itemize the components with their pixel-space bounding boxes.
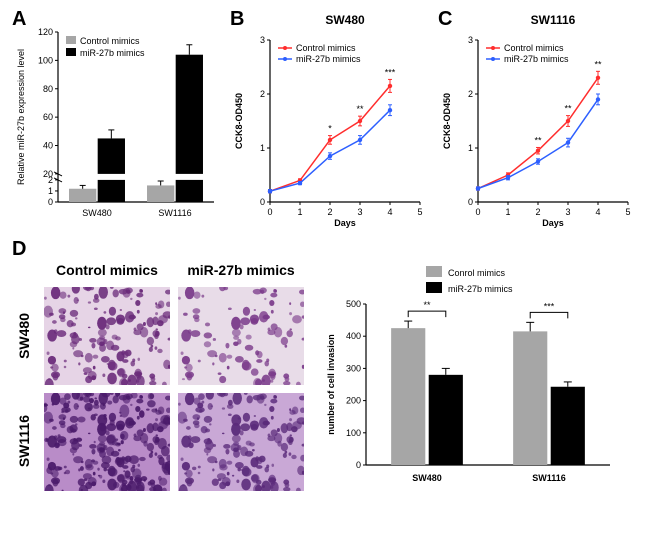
svg-text:SW480: SW480 bbox=[82, 208, 112, 218]
top-row: A 01220406080100120SW480SW1116Control mi… bbox=[10, 10, 640, 230]
svg-text:400: 400 bbox=[346, 331, 361, 341]
panel-d: D Control mimics miR-27b mimics SW480 SW… bbox=[10, 240, 640, 493]
svg-text:Days: Days bbox=[334, 218, 356, 228]
svg-text:2: 2 bbox=[468, 89, 473, 99]
svg-text:0: 0 bbox=[468, 197, 473, 207]
svg-text:3: 3 bbox=[357, 207, 362, 217]
svg-text:Days: Days bbox=[542, 218, 564, 228]
panel-a: A 01220406080100120SW480SW1116Control mi… bbox=[10, 10, 220, 230]
svg-text:100: 100 bbox=[346, 428, 361, 438]
panel-c-chart: SW11160123450123DaysCCK8-OD450Control mi… bbox=[436, 10, 636, 230]
svg-text:SW1116: SW1116 bbox=[531, 13, 576, 27]
svg-text:0: 0 bbox=[475, 207, 480, 217]
panel-a-label: A bbox=[12, 8, 26, 31]
micrograph-sw480-control bbox=[44, 287, 170, 385]
svg-text:0: 0 bbox=[260, 197, 265, 207]
svg-text:4: 4 bbox=[387, 207, 392, 217]
svg-text:5: 5 bbox=[625, 207, 630, 217]
svg-text:20: 20 bbox=[43, 169, 53, 179]
svg-text:300: 300 bbox=[346, 363, 361, 373]
svg-text:100: 100 bbox=[38, 55, 53, 65]
panel-b-label: B bbox=[230, 8, 244, 31]
svg-text:80: 80 bbox=[43, 84, 53, 94]
svg-text:Control mimics: Control mimics bbox=[504, 43, 564, 53]
svg-text:**: ** bbox=[534, 135, 542, 145]
svg-text:**: ** bbox=[594, 59, 602, 69]
svg-text:2: 2 bbox=[535, 207, 540, 217]
svg-text:120: 120 bbox=[38, 27, 53, 37]
svg-text:1: 1 bbox=[468, 143, 473, 153]
svg-text:40: 40 bbox=[43, 141, 53, 151]
svg-text:0: 0 bbox=[267, 207, 272, 217]
svg-text:miR-27b mimics: miR-27b mimics bbox=[448, 284, 513, 294]
panel-b: B SW4800123450123DaysCCK8-OD450Control m… bbox=[228, 10, 428, 230]
svg-text:5: 5 bbox=[417, 207, 422, 217]
svg-text:3: 3 bbox=[260, 35, 265, 45]
svg-text:**: ** bbox=[423, 300, 431, 310]
panel-b-chart: SW4800123450123DaysCCK8-OD450Control mim… bbox=[228, 10, 428, 230]
panel-d-content: Control mimics miR-27b mimics SW480 SW11… bbox=[10, 258, 640, 493]
micrograph-sw1116-mir27b bbox=[178, 393, 304, 491]
svg-text:1: 1 bbox=[260, 143, 265, 153]
micrograph-sw480-mir27b bbox=[178, 287, 304, 385]
svg-text:Control mimics: Control mimics bbox=[296, 43, 356, 53]
svg-text:**: ** bbox=[356, 104, 364, 114]
panel-c: C SW11160123450123DaysCCK8-OD450Control … bbox=[436, 10, 636, 230]
col-header-mir27b: miR-27b mimics bbox=[187, 262, 294, 278]
svg-text:miR-27b mimics: miR-27b mimics bbox=[296, 54, 361, 64]
row-header-sw480: SW480 bbox=[16, 313, 32, 359]
svg-text:SW480: SW480 bbox=[325, 13, 365, 27]
svg-text:500: 500 bbox=[346, 299, 361, 309]
panel-c-label: C bbox=[438, 8, 452, 31]
panel-d-chart: 0 100 200 300 400 500 number of cell invasion C… bbox=[318, 258, 618, 493]
svg-text:SW480: SW480 bbox=[412, 473, 442, 483]
panel-d-label: D bbox=[12, 238, 26, 261]
svg-text:SW1116: SW1116 bbox=[532, 473, 566, 483]
svg-text:miR-27b mimics: miR-27b mimics bbox=[504, 54, 569, 64]
svg-text:0: 0 bbox=[356, 460, 361, 470]
micrograph-sw1116-control bbox=[44, 393, 170, 491]
svg-text:*: * bbox=[328, 124, 332, 134]
svg-text:CCK8-OD450: CCK8-OD450 bbox=[442, 93, 452, 149]
svg-text:60: 60 bbox=[43, 112, 53, 122]
svg-text:3: 3 bbox=[468, 35, 473, 45]
svg-text:4: 4 bbox=[595, 207, 600, 217]
svg-text:200: 200 bbox=[346, 396, 361, 406]
svg-text:0: 0 bbox=[48, 197, 53, 207]
svg-text:**: ** bbox=[564, 104, 572, 114]
svg-text:1: 1 bbox=[505, 207, 510, 217]
svg-text:SW1116: SW1116 bbox=[158, 208, 191, 218]
panel-a-chart: 01220406080100120SW480SW1116Control mimi… bbox=[10, 10, 220, 230]
svg-text:3: 3 bbox=[565, 207, 570, 217]
svg-text:Relative miR-27b expression l: Relative miR-27b expression level bbox=[16, 49, 26, 185]
col-header-control: Control mimics bbox=[56, 262, 158, 278]
svg-text:***: *** bbox=[544, 301, 555, 311]
figure: A 01220406080100120SW480SW1116Control mi… bbox=[10, 10, 640, 493]
svg-text:miR-27b mimics: miR-27b mimics bbox=[80, 48, 145, 58]
svg-text:1: 1 bbox=[48, 186, 53, 196]
svg-text:2: 2 bbox=[260, 89, 265, 99]
svg-text:Conrol mimics: Conrol mimics bbox=[448, 268, 506, 278]
micrograph-grid: Control mimics miR-27b mimics SW480 SW11… bbox=[10, 259, 306, 493]
svg-text:Control mimics: Control mimics bbox=[80, 36, 140, 46]
svg-text:***: *** bbox=[385, 67, 396, 77]
svg-text:CCK8-OD450: CCK8-OD450 bbox=[234, 93, 244, 149]
svg-text:2: 2 bbox=[327, 207, 332, 217]
svg-text:1: 1 bbox=[297, 207, 302, 217]
row-header-sw1116: SW1116 bbox=[16, 415, 32, 467]
svg-text:number of cell invasion: number of cell invasion bbox=[326, 334, 336, 435]
